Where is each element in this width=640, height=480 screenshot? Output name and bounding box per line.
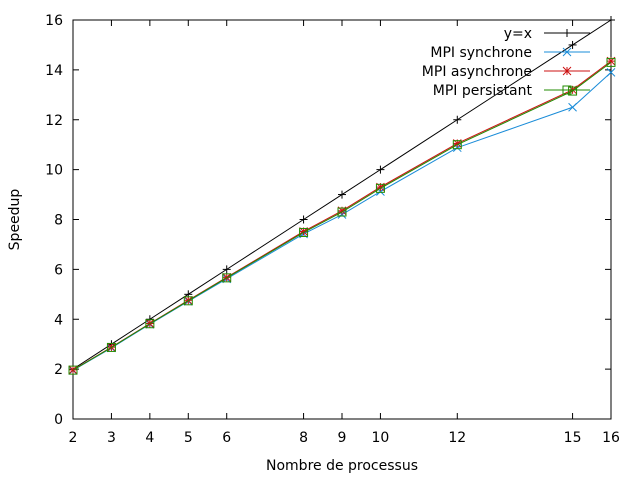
data-point: [183, 296, 193, 306]
data-point: [338, 190, 346, 199]
legend: y=x MPI synchrone MPI asynchrone MPI persis…: [422, 26, 590, 99]
y-tick-label: 10: [45, 163, 63, 179]
data-point: [299, 215, 308, 224]
legend-entry: MPI persistant: [433, 83, 590, 99]
x-tick-label: 5: [184, 430, 193, 446]
y-tick-label: 2: [54, 362, 63, 378]
data-point: [222, 273, 232, 283]
data-point: [145, 319, 155, 329]
y-tick-label: 4: [54, 312, 63, 328]
data-point: [452, 140, 462, 150]
x-tick-label: 4: [145, 430, 154, 446]
data-point: [299, 227, 309, 237]
data-point: [568, 102, 577, 112]
series-mpi-persistant: [68, 57, 616, 375]
legend-entry: y=x: [504, 26, 590, 42]
data-point: [453, 115, 462, 124]
series-mpi-asynchrone: [68, 56, 616, 375]
y-tick-label: 8: [54, 213, 63, 229]
y-axis-label: Speedup: [7, 189, 23, 251]
data-point: [337, 207, 347, 217]
data-point: [375, 183, 385, 193]
x-tick-label: 12: [448, 430, 466, 446]
data-point: [222, 265, 231, 274]
series-layer: [68, 16, 616, 375]
legend-marker: [562, 66, 572, 76]
x-tick-label: 3: [107, 430, 116, 446]
x-tick-label: 10: [372, 430, 390, 446]
x-tick-label: 9: [338, 430, 347, 446]
legend-marker: [562, 47, 572, 57]
data-point: [607, 16, 615, 24]
legend-marker: [562, 85, 572, 95]
legend-label: y=x: [504, 26, 532, 42]
data-point: [606, 68, 616, 77]
legend-entry: MPI synchrone: [430, 45, 590, 61]
x-tick-label: 15: [564, 430, 582, 446]
data-point: [376, 165, 385, 174]
y-tick-label: 16: [45, 13, 63, 29]
y-tick-label: 12: [45, 113, 63, 129]
data-point: [68, 365, 78, 375]
series-line: [72, 61, 612, 371]
y-tick-label: 0: [54, 412, 63, 428]
y-tick-label: 14: [45, 63, 63, 79]
data-point: [568, 86, 578, 96]
legend-label: MPI persistant: [433, 83, 533, 99]
legend-label: MPI asynchrone: [422, 64, 532, 80]
y-tick-label: 6: [54, 262, 63, 278]
legend-entry: MPI asynchrone: [422, 64, 590, 80]
x-tick-label: 2: [69, 430, 78, 446]
legend-label: MPI synchrone: [430, 45, 532, 61]
legend-marker: [563, 29, 571, 37]
data-point: [568, 40, 577, 49]
data-point: [606, 57, 616, 67]
data-point: [106, 342, 116, 352]
x-tick-label: 8: [299, 430, 308, 446]
x-tick-label: 6: [222, 430, 231, 446]
x-axis-label: Nombre de processus: [266, 458, 418, 474]
series-mpi-synchrone: [68, 68, 616, 375]
x-tick-label: 16: [602, 430, 620, 446]
